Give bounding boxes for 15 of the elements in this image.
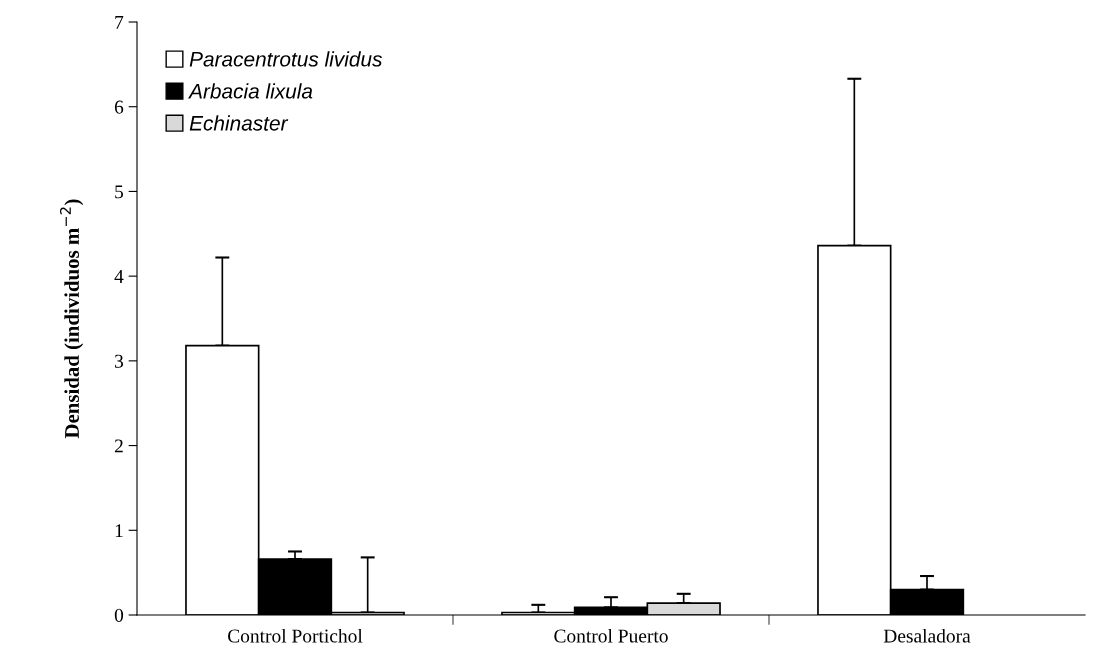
legend-label: Echinaster — [189, 115, 289, 131]
y-tick-label: 6 — [114, 100, 124, 114]
x-tick-label: Control Puerto — [554, 628, 668, 643]
y-tick-label: 3 — [115, 354, 124, 368]
y-tick-label: 2 — [114, 439, 123, 453]
legend-label: Arbacia lixula — [188, 83, 313, 99]
y-tick-label: 5 — [115, 185, 124, 199]
y-tick-label: 7 — [115, 16, 124, 29]
y-tick-label: 1 — [115, 524, 123, 538]
y-axis-title: Densidad (individuos m$^{−2}$) — [59, 199, 84, 439]
x-tick-label: Control Portichol — [228, 628, 363, 643]
x-tick-label: Desaladora — [883, 628, 971, 643]
y-tick-label: 0 — [114, 608, 124, 622]
y-tick-label: 4 — [114, 270, 124, 283]
legend-label: Paracentrotus lividus — [189, 51, 383, 67]
